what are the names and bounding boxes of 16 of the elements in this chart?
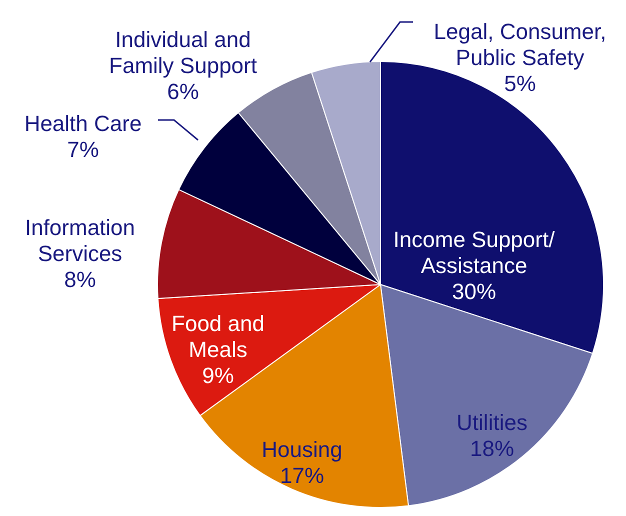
- slice-label: Legal, Consumer, Public Safety: [434, 19, 606, 70]
- data-label: 9%: [202, 363, 234, 388]
- data-label: 5%: [504, 71, 536, 96]
- slice-label: Health Care: [24, 111, 142, 136]
- data-label: 17%: [280, 463, 324, 488]
- data-label: 30%: [452, 279, 496, 304]
- slice-label: Utilities: [456, 410, 528, 436]
- data-label: 18%: [470, 436, 514, 462]
- slice-label: Housing: [262, 437, 342, 462]
- slice-label: Income Support/ Assistance: [393, 227, 556, 278]
- slice-label: Information Services: [24, 215, 136, 266]
- data-label: 6%: [167, 79, 199, 104]
- slice-label: Individual and Family Support: [109, 27, 257, 78]
- slice-label: Food and Meals: [172, 311, 264, 362]
- data-label: 8%: [64, 267, 96, 292]
- data-label: 7%: [67, 137, 99, 162]
